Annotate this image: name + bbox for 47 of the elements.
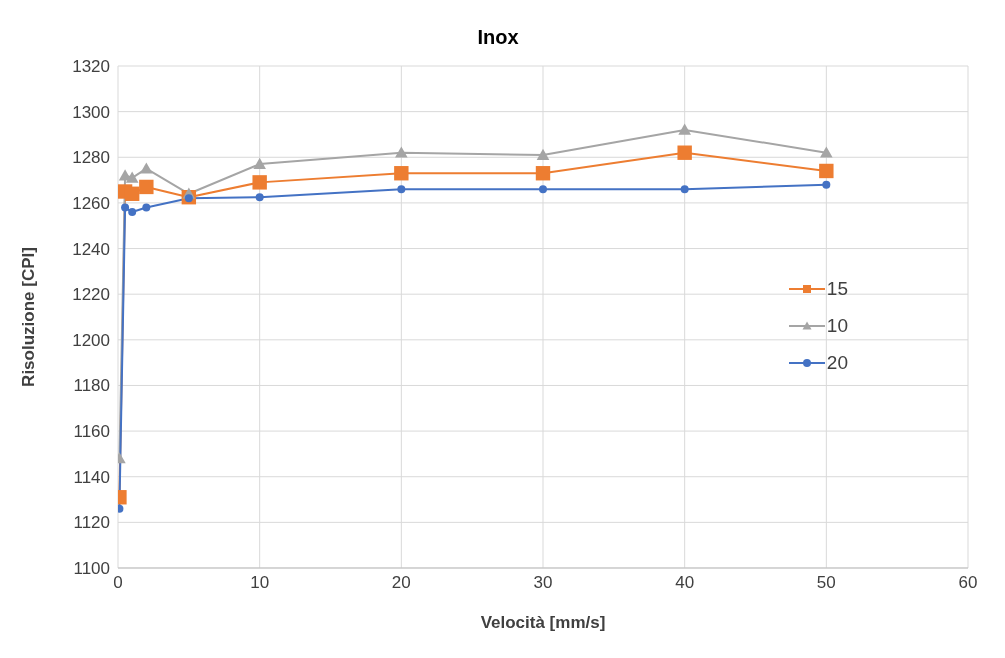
point <box>394 166 409 181</box>
point <box>536 148 550 160</box>
y-tick-label: 1140 <box>73 467 110 487</box>
x-tick-label: 10 <box>250 573 270 593</box>
point <box>140 162 153 174</box>
y-tick-label: 1180 <box>73 376 110 396</box>
point <box>124 186 140 201</box>
x-tick-label: 30 <box>533 573 553 593</box>
point <box>820 146 833 158</box>
point <box>677 145 692 160</box>
chart-title: Inox <box>476 25 520 50</box>
point <box>680 185 689 194</box>
point <box>125 171 139 183</box>
point <box>253 157 266 170</box>
point <box>142 203 151 212</box>
y-tick-label: 1100 <box>73 559 110 579</box>
point <box>252 175 267 190</box>
x-tick-label: 50 <box>816 573 836 593</box>
point <box>255 193 264 202</box>
x-tick-label: 40 <box>675 573 695 593</box>
point <box>539 185 547 194</box>
x-tick-label: 20 <box>391 573 411 593</box>
y-tick-label: 1280 <box>72 148 110 168</box>
y-tick-label: 1220 <box>72 285 110 305</box>
y-tick-label: 1320 <box>72 57 110 77</box>
y-tick-label: 1200 <box>72 330 110 350</box>
point <box>678 123 691 135</box>
y-tick-label: 1300 <box>72 102 110 122</box>
point <box>397 185 406 194</box>
y-tick-label: 1120 <box>73 513 110 533</box>
point <box>128 208 137 217</box>
legend-label: 15 <box>826 277 848 300</box>
point <box>139 179 154 195</box>
point <box>395 146 408 158</box>
y-tick-label: 1160 <box>73 422 110 442</box>
x-tick-label: 60 <box>958 573 978 593</box>
point <box>819 163 834 179</box>
y-axis-title: Risoluzione [CPI] <box>19 247 39 387</box>
legend-label: 20 <box>826 351 848 374</box>
point <box>121 203 130 212</box>
x-tick-label: 0 <box>113 573 123 593</box>
point <box>535 166 551 181</box>
y-tick-label: 1260 <box>72 193 110 213</box>
point <box>822 180 831 189</box>
y-tick-label: 1240 <box>72 239 110 259</box>
x-axis-title: Velocità [mm/s] <box>480 613 606 632</box>
legend-label: 10 <box>826 314 848 337</box>
